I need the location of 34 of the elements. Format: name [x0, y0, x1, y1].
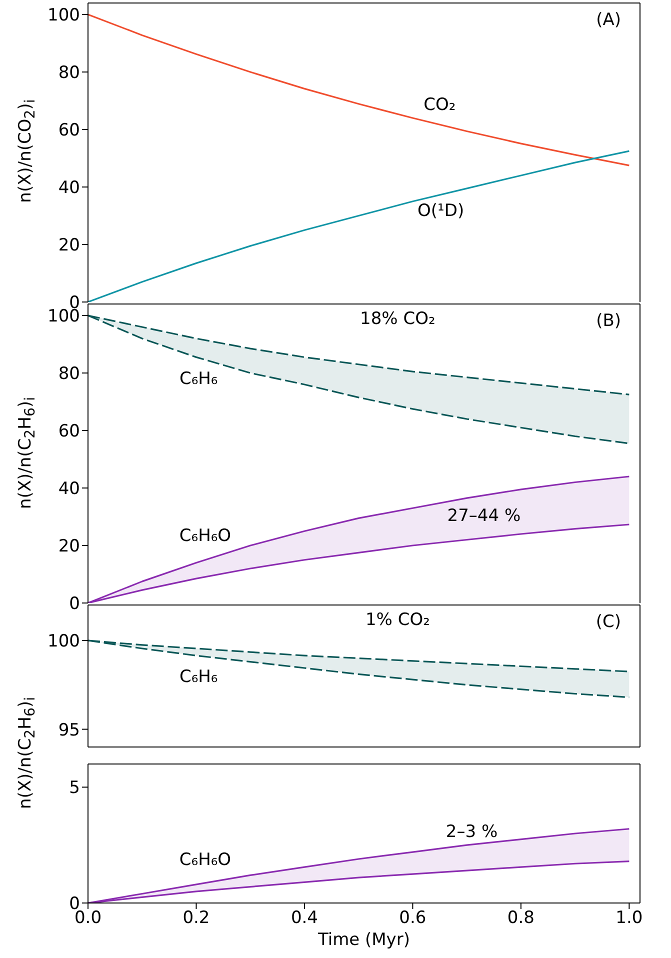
y-tick-label: 95	[58, 720, 80, 740]
y-tick-label: 60	[58, 422, 80, 442]
line-series	[88, 14, 630, 166]
annotation: C₆H₆	[179, 666, 218, 686]
annotation: C₆H₆	[179, 368, 218, 389]
y-tick-label: 20	[58, 536, 80, 557]
x-axis-title: Time (Myr)	[317, 930, 410, 950]
x-tick-label: 0.8	[507, 908, 534, 928]
annotation: CO₂	[424, 95, 456, 116]
y-tick-label: 60	[58, 120, 80, 141]
annotation: 27–44 %	[447, 506, 521, 526]
y-tick-label: 100	[48, 6, 80, 26]
y-tick-label: 40	[58, 479, 80, 500]
chart-title: (C)	[596, 612, 621, 632]
chart-subtitle: 18% CO₂	[360, 309, 436, 329]
y-tick-label: 20	[58, 236, 80, 256]
text: (B)	[596, 311, 621, 331]
annotation: C₆H₆O	[179, 850, 232, 870]
y-tick-label: 100	[48, 632, 80, 652]
annotation: C₆H₆O	[179, 526, 232, 546]
x-tick-label: 0.4	[290, 908, 318, 928]
line-series	[88, 150, 630, 302]
annotation: 2–3 %	[446, 822, 498, 842]
x-tick-label: 0.2	[182, 908, 210, 928]
x-tick-label: 1.0	[616, 908, 643, 928]
y-tick-label: 40	[58, 178, 80, 198]
annotation: O(¹D)	[418, 200, 464, 221]
y-tick-label: 80	[58, 63, 80, 84]
y-tick-label: 0	[69, 594, 80, 614]
y-tick-label: 5	[69, 778, 80, 798]
x-tick-label: 0.6	[399, 908, 426, 928]
chart-subtitle: 1% CO₂	[365, 610, 430, 630]
y-tick-label: 80	[58, 364, 80, 384]
text: (A)	[596, 10, 621, 30]
